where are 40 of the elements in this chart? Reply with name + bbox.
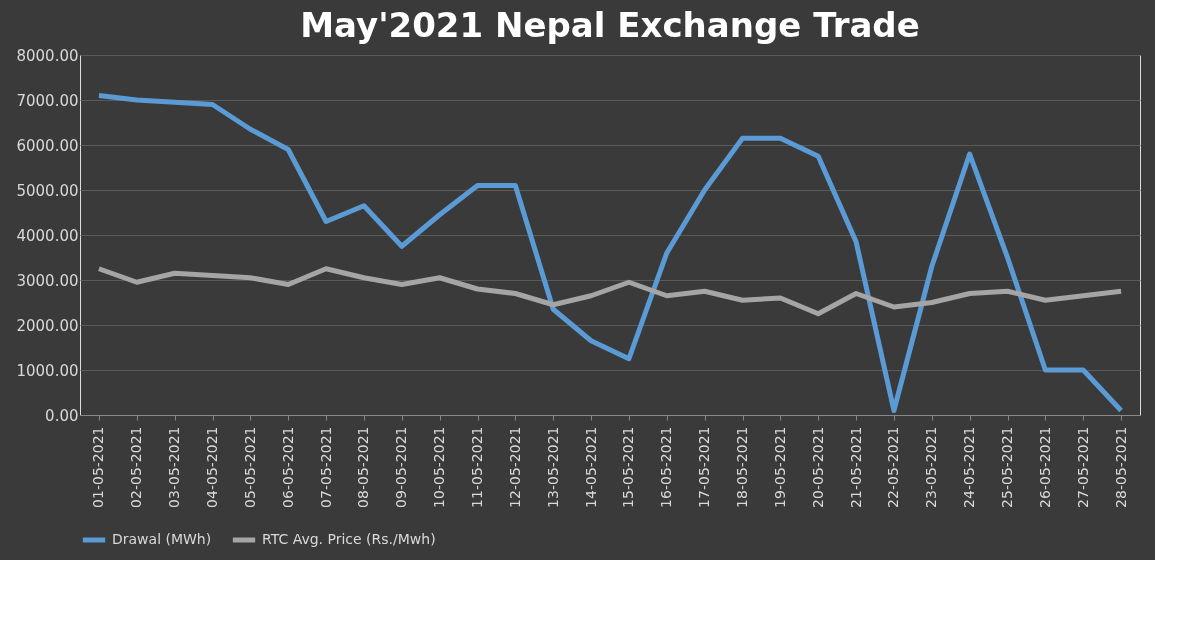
x-tick-label: 06-05-2021	[279, 426, 296, 508]
x-tick-label: 14-05-2021	[582, 426, 599, 508]
legend-label: RTC Avg. Price (Rs./Mwh)	[262, 531, 436, 547]
x-tick-label: 02-05-2021	[128, 426, 145, 508]
legend-label: Drawal (MWh)	[112, 531, 212, 547]
x-tick-label: 04-05-2021	[204, 426, 220, 508]
y-tick-label: 5000.00	[16, 181, 79, 200]
x-tick-label: 20-05-2021	[809, 426, 826, 508]
x-tick-label: 11-05-2021	[469, 426, 485, 508]
y-tick-label: 1000.00	[16, 361, 79, 380]
x-tick-label: 23-05-2021	[923, 426, 940, 508]
y-tick-label: 7000.00	[16, 91, 79, 110]
x-tick-label: 28-05-2021	[1112, 426, 1129, 508]
x-tick-label: 05-05-2021	[241, 426, 258, 508]
x-tick-label: 22-05-2021	[885, 426, 902, 508]
y-tick-label: 6000.00	[16, 136, 79, 155]
x-tick-label: 16-05-2021	[658, 426, 675, 508]
y-tick-label: 4000.00	[16, 226, 79, 245]
x-tick-label: 08-05-2021	[355, 426, 372, 508]
x-tick-label: 21-05-2021	[847, 426, 864, 508]
x-tick-label: 24-05-2021	[961, 426, 978, 508]
y-tick-label: 2000.00	[16, 316, 79, 335]
x-tick-label: 19-05-2021	[771, 426, 788, 508]
x-tick-label: 10-05-2021	[431, 426, 448, 508]
x-tick-label: 09-05-2021	[393, 426, 410, 508]
x-tick-label: 26-05-2021	[1036, 426, 1053, 508]
x-tick-label: 12-05-2021	[506, 426, 523, 508]
y-tick-label: 0.00	[45, 406, 79, 425]
x-tick-label: 17-05-2021	[696, 426, 713, 508]
x-tick-label: 13-05-2021	[544, 426, 561, 508]
x-tick-label: 01-05-2021	[90, 426, 107, 508]
x-tick-label: 27-05-2021	[1074, 426, 1091, 508]
x-tick-label: 03-05-2021	[166, 426, 183, 508]
x-tick-label: 18-05-2021	[734, 426, 750, 508]
y-tick-label: 3000.00	[16, 271, 79, 290]
x-tick-label: 07-05-2021	[317, 426, 334, 508]
chart-title: May'2021 Nepal Exchange Trade	[300, 5, 920, 45]
y-tick-label: 8000.00	[16, 46, 79, 65]
x-tick-label: 15-05-2021	[620, 426, 637, 508]
x-tick-label: 25-05-2021	[999, 426, 1015, 508]
